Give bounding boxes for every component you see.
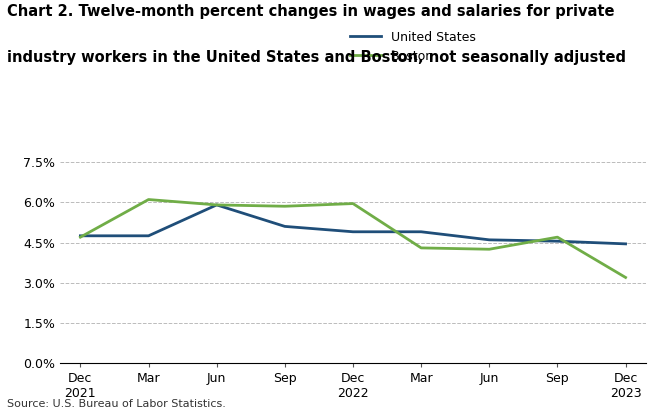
Legend: United States, Boston: United States, Boston (350, 31, 476, 63)
United States (486, 237, 494, 242)
United States (553, 239, 561, 244)
Boston (486, 247, 494, 252)
United States (77, 233, 85, 238)
Line: United States: United States (81, 205, 625, 244)
United States (281, 224, 289, 229)
Boston (417, 245, 425, 250)
Text: industry workers in the United States and Boston, not seasonally adjusted: industry workers in the United States an… (7, 50, 625, 64)
Boston (553, 235, 561, 240)
Boston (77, 235, 85, 240)
United States (145, 233, 153, 238)
Line: Boston: Boston (81, 199, 625, 278)
Boston (145, 197, 153, 202)
Text: Chart 2. Twelve-month percent changes in wages and salaries for private: Chart 2. Twelve-month percent changes in… (7, 4, 614, 19)
Boston (349, 201, 357, 206)
Text: Source: U.S. Bureau of Labor Statistics.: Source: U.S. Bureau of Labor Statistics. (7, 399, 226, 409)
Boston (212, 202, 220, 207)
United States (417, 229, 425, 234)
United States (349, 229, 357, 234)
Boston (621, 275, 629, 280)
United States (212, 202, 220, 207)
Boston (281, 204, 289, 209)
United States (621, 241, 629, 246)
